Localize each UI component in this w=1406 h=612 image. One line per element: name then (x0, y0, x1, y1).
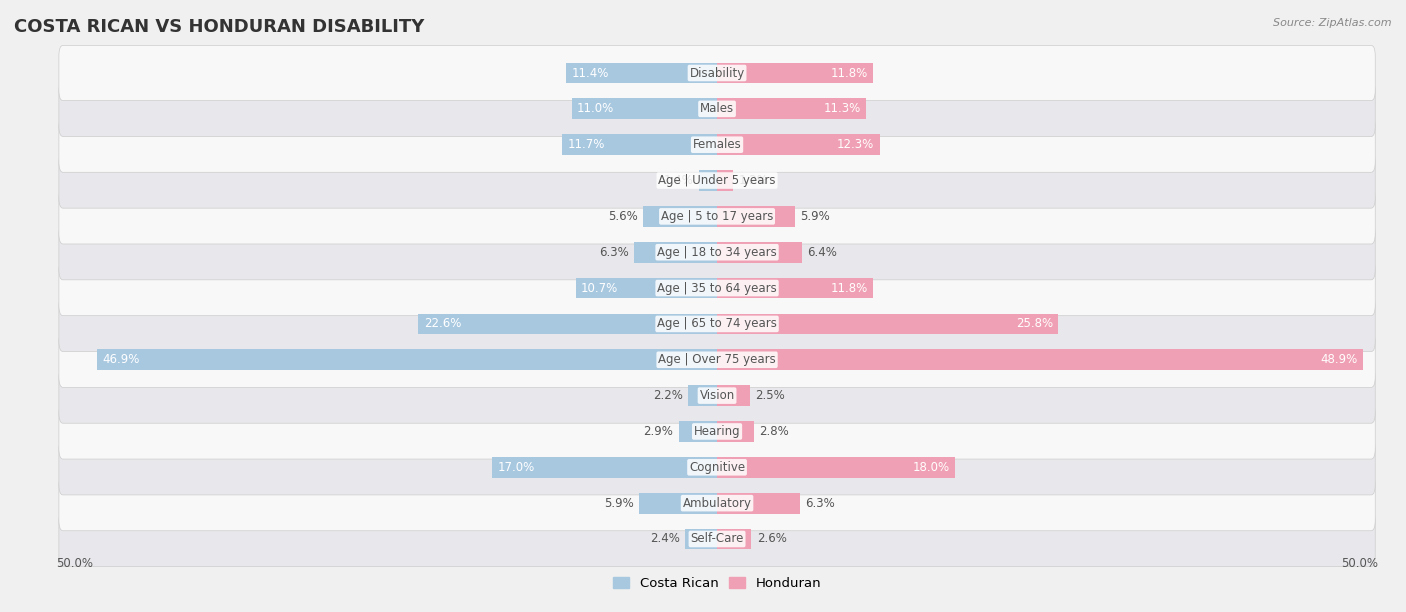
Text: 2.8%: 2.8% (759, 425, 789, 438)
FancyBboxPatch shape (59, 368, 1375, 424)
FancyBboxPatch shape (59, 261, 1375, 316)
FancyBboxPatch shape (59, 332, 1375, 387)
Text: 48.9%: 48.9% (1320, 353, 1358, 366)
Bar (717, 62, 873, 83)
Text: 50.0%: 50.0% (1341, 557, 1378, 570)
Text: Age | 18 to 34 years: Age | 18 to 34 years (657, 246, 778, 259)
Text: 11.0%: 11.0% (576, 102, 614, 115)
Bar (717, 134, 880, 155)
Bar (679, 421, 717, 442)
Text: Source: ZipAtlas.com: Source: ZipAtlas.com (1274, 18, 1392, 28)
FancyBboxPatch shape (59, 296, 1375, 351)
FancyBboxPatch shape (59, 439, 1375, 495)
Text: 11.8%: 11.8% (831, 282, 868, 294)
Bar (572, 99, 717, 119)
FancyBboxPatch shape (59, 45, 1375, 100)
Text: 11.3%: 11.3% (824, 102, 860, 115)
Bar (717, 493, 800, 513)
Text: Cognitive: Cognitive (689, 461, 745, 474)
Text: Self-Care: Self-Care (690, 532, 744, 545)
FancyBboxPatch shape (59, 404, 1375, 459)
Bar (717, 278, 873, 299)
Text: 10.7%: 10.7% (581, 282, 619, 294)
Bar (643, 206, 717, 227)
Bar (717, 99, 866, 119)
Bar (717, 313, 1059, 334)
Text: 2.6%: 2.6% (756, 532, 786, 545)
Bar (717, 242, 801, 263)
Text: Age | 35 to 64 years: Age | 35 to 64 years (657, 282, 778, 294)
FancyBboxPatch shape (59, 476, 1375, 531)
FancyBboxPatch shape (59, 81, 1375, 136)
Text: Males: Males (700, 102, 734, 115)
Text: 6.3%: 6.3% (806, 497, 835, 510)
Text: 11.7%: 11.7% (568, 138, 605, 151)
Bar (419, 313, 717, 334)
Text: Females: Females (693, 138, 741, 151)
Text: Ambulatory: Ambulatory (682, 497, 752, 510)
Text: 17.0%: 17.0% (498, 461, 534, 474)
FancyBboxPatch shape (59, 117, 1375, 173)
Text: Age | 65 to 74 years: Age | 65 to 74 years (657, 318, 778, 330)
Bar (717, 349, 1364, 370)
Text: 50.0%: 50.0% (56, 557, 93, 570)
FancyBboxPatch shape (59, 512, 1375, 567)
Text: 2.2%: 2.2% (652, 389, 683, 402)
Text: 2.9%: 2.9% (644, 425, 673, 438)
Bar (717, 421, 754, 442)
Bar (640, 493, 717, 513)
Bar (717, 529, 751, 550)
Bar (492, 457, 717, 478)
Bar (717, 457, 955, 478)
Text: 12.3%: 12.3% (837, 138, 875, 151)
Text: 5.9%: 5.9% (800, 210, 830, 223)
Text: Hearing: Hearing (693, 425, 741, 438)
Bar (717, 206, 794, 227)
Text: 5.6%: 5.6% (607, 210, 638, 223)
Bar (97, 349, 717, 370)
Text: 6.3%: 6.3% (599, 246, 628, 259)
Bar (575, 278, 717, 299)
Text: 46.9%: 46.9% (103, 353, 139, 366)
Text: 5.9%: 5.9% (605, 497, 634, 510)
Text: Age | Over 75 years: Age | Over 75 years (658, 353, 776, 366)
Legend: Costa Rican, Honduran: Costa Rican, Honduran (607, 572, 827, 595)
Text: 1.4%: 1.4% (664, 174, 693, 187)
FancyBboxPatch shape (59, 153, 1375, 208)
Bar (562, 134, 717, 155)
FancyBboxPatch shape (59, 225, 1375, 280)
Text: Age | 5 to 17 years: Age | 5 to 17 years (661, 210, 773, 223)
Bar (685, 529, 717, 550)
Text: Age | Under 5 years: Age | Under 5 years (658, 174, 776, 187)
Bar (567, 62, 717, 83)
Text: 18.0%: 18.0% (912, 461, 949, 474)
Bar (688, 385, 717, 406)
Text: 11.8%: 11.8% (831, 67, 868, 80)
Text: 22.6%: 22.6% (423, 318, 461, 330)
Bar (717, 385, 751, 406)
Text: 6.4%: 6.4% (807, 246, 837, 259)
Text: 1.2%: 1.2% (738, 174, 768, 187)
Text: 25.8%: 25.8% (1015, 318, 1053, 330)
Text: Vision: Vision (699, 389, 735, 402)
Bar (699, 170, 717, 191)
Text: COSTA RICAN VS HONDURAN DISABILITY: COSTA RICAN VS HONDURAN DISABILITY (14, 18, 425, 36)
Text: 2.5%: 2.5% (755, 389, 785, 402)
Bar (717, 170, 733, 191)
FancyBboxPatch shape (59, 188, 1375, 244)
Bar (634, 242, 717, 263)
Text: 11.4%: 11.4% (572, 67, 609, 80)
Text: Disability: Disability (689, 67, 745, 80)
Text: 2.4%: 2.4% (650, 532, 681, 545)
